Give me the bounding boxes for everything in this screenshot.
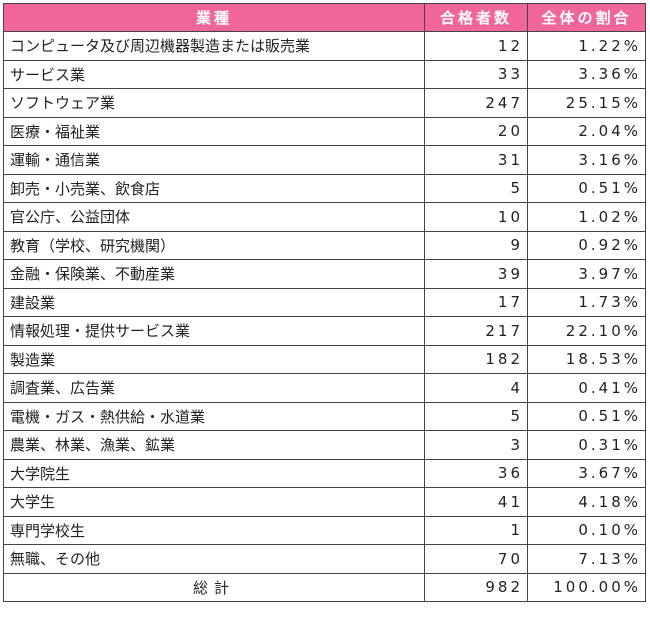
table-row: 大学院生 36 3.67% (3, 458, 646, 488)
count-cell: 5 (424, 401, 528, 431)
category-cell: 医療・福祉業 (3, 116, 425, 146)
count-cell: 1 (424, 515, 528, 545)
count-cell: 9 (424, 230, 528, 260)
percent-cell: 2.04% (527, 116, 646, 146)
category-cell: 大学院生 (3, 458, 425, 488)
category-cell: ソフトウェア業 (3, 88, 425, 118)
category-cell: コンピュータ及び周辺機器製造または販売業 (3, 31, 425, 61)
table-row: 金融・保険業、不動産業 39 3.97% (3, 259, 646, 289)
count-cell: 41 (424, 487, 528, 517)
percent-cell: 4.18% (527, 487, 646, 517)
category-cell: 建設業 (3, 287, 425, 317)
count-cell: 70 (424, 544, 528, 574)
table-row: 総計 982 100.00% (3, 572, 646, 602)
category-cell: 農業、林業、漁業、鉱業 (3, 430, 425, 460)
percent-cell: 7.13% (527, 544, 646, 574)
percent-cell: 22.10% (527, 316, 646, 346)
category-cell: 教育（学校、研究機関） (3, 230, 425, 260)
table-row: 情報処理・提供サービス業 217 22.10% (3, 316, 646, 346)
count-cell: 182 (424, 344, 528, 374)
category-cell: 運輸・通信業 (3, 145, 425, 175)
table-row: 農業、林業、漁業、鉱業 3 0.31% (3, 430, 646, 460)
count-cell: 31 (424, 145, 528, 175)
category-cell: 大学生 (3, 487, 425, 517)
percent-cell: 3.36% (527, 59, 646, 89)
category-cell: 卸売・小売業、飲食店 (3, 173, 425, 203)
table-body: コンピュータ及び周辺機器製造または販売業 12 1.22% サービス業 33 3.36% ソ… (3, 31, 646, 602)
percent-cell: 3.67% (527, 458, 646, 488)
category-cell: 官公庁、公益団体 (3, 202, 425, 232)
table-row: 電機・ガス・熱供給・水道業 5 0.51% (3, 401, 646, 431)
count-cell: 3 (424, 430, 528, 460)
percent-cell: 0.41% (527, 373, 646, 403)
table-row: ソフトウェア業 247 25.15% (3, 88, 646, 118)
count-cell: 12 (424, 31, 528, 61)
count-cell: 247 (424, 88, 528, 118)
count-cell: 17 (424, 287, 528, 317)
table-row: 卸売・小売業、飲食店 5 0.51% (3, 173, 646, 203)
percent-cell: 0.10% (527, 515, 646, 545)
percent-cell: 1.02% (527, 202, 646, 232)
category-cell: 専門学校生 (3, 515, 425, 545)
count-cell: 982 (424, 572, 528, 602)
category-cell: 無職、その他 (3, 544, 425, 574)
table-row: 専門学校生 1 0.10% (3, 515, 646, 545)
percent-cell: 25.15% (527, 88, 646, 118)
table-row: コンピュータ及び周辺機器製造または販売業 12 1.22% (3, 31, 646, 61)
count-cell: 5 (424, 173, 528, 203)
table-row: 建設業 17 1.73% (3, 287, 646, 317)
table-row: サービス業 33 3.36% (3, 59, 646, 89)
count-cell: 4 (424, 373, 528, 403)
header-cell: 業種 (3, 3, 425, 32)
percent-cell: 100.00% (527, 572, 646, 602)
category-cell: 情報処理・提供サービス業 (3, 316, 425, 346)
count-cell: 20 (424, 116, 528, 146)
header-cell: 全体の割合 (527, 3, 646, 32)
percent-cell: 1.22% (527, 31, 646, 61)
category-cell: 調査業、広告業 (3, 373, 425, 403)
results-table: 業種 合格者数 全体の割合 コンピュータ及び周辺機器製造または販売業 12 1.22… (3, 3, 646, 602)
header-row: 業種 合格者数 全体の割合 (3, 3, 646, 32)
table-row: 調査業、広告業 4 0.41% (3, 373, 646, 403)
count-cell: 39 (424, 259, 528, 289)
percent-cell: 3.16% (527, 145, 646, 175)
percent-cell: 18.53% (527, 344, 646, 374)
percent-cell: 0.51% (527, 401, 646, 431)
category-cell: サービス業 (3, 59, 425, 89)
table-row: 製造業 182 18.53% (3, 344, 646, 374)
table-row: 無職、その他 70 7.13% (3, 544, 646, 574)
table-row: 大学生 41 4.18% (3, 487, 646, 517)
percent-cell: 0.31% (527, 430, 646, 460)
count-cell: 10 (424, 202, 528, 232)
percent-cell: 1.73% (527, 287, 646, 317)
percent-cell: 0.51% (527, 173, 646, 203)
percent-cell: 0.92% (527, 230, 646, 260)
count-cell: 33 (424, 59, 528, 89)
category-cell: 総計 (3, 572, 425, 602)
count-cell: 36 (424, 458, 528, 488)
category-cell: 金融・保険業、不動産業 (3, 259, 425, 289)
category-cell: 電機・ガス・熱供給・水道業 (3, 401, 425, 431)
header-cell: 合格者数 (424, 3, 528, 32)
table-row: 運輸・通信業 31 3.16% (3, 145, 646, 175)
table-row: 教育（学校、研究機関） 9 0.92% (3, 230, 646, 260)
percent-cell: 3.97% (527, 259, 646, 289)
category-cell: 製造業 (3, 344, 425, 374)
table-row: 医療・福祉業 20 2.04% (3, 116, 646, 146)
table-row: 官公庁、公益団体 10 1.02% (3, 202, 646, 232)
count-cell: 217 (424, 316, 528, 346)
